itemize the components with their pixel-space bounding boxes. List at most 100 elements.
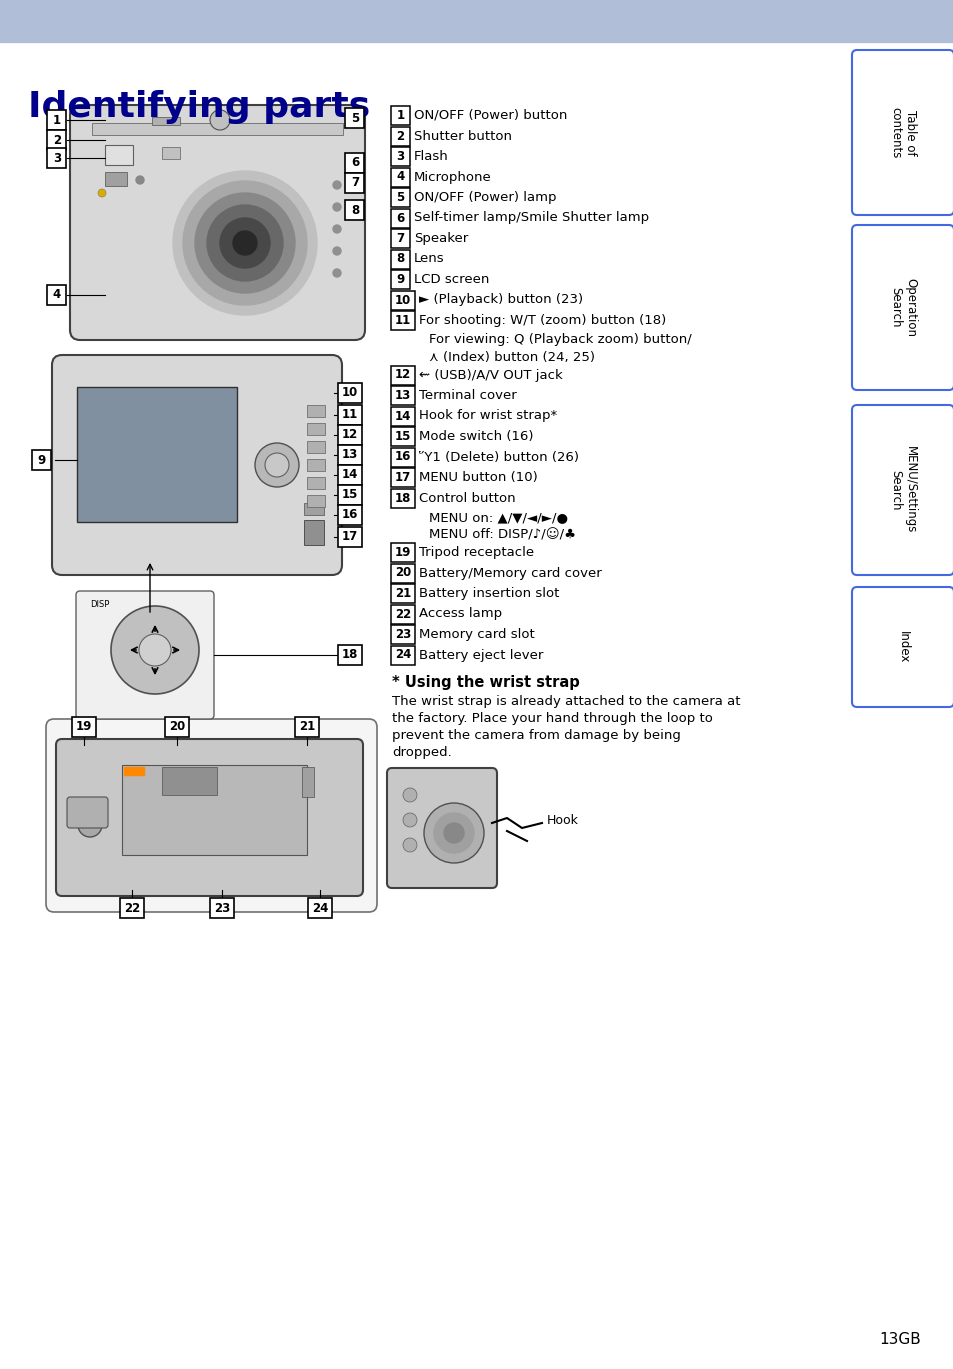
Text: 18: 18 <box>395 491 411 505</box>
FancyBboxPatch shape <box>391 105 410 125</box>
FancyBboxPatch shape <box>851 225 953 390</box>
Text: 20: 20 <box>395 567 411 579</box>
Circle shape <box>98 189 106 197</box>
Bar <box>162 767 216 795</box>
Text: 7: 7 <box>396 231 404 245</box>
FancyBboxPatch shape <box>391 489 415 508</box>
Text: prevent the camera from damage by being: prevent the camera from damage by being <box>392 730 680 742</box>
Text: Hook: Hook <box>546 815 578 827</box>
Text: Ὕ1 (Delete) button (26): Ὕ1 (Delete) button (26) <box>418 450 578 464</box>
FancyBboxPatch shape <box>391 605 415 623</box>
FancyBboxPatch shape <box>337 424 361 445</box>
FancyBboxPatch shape <box>294 717 318 737</box>
FancyBboxPatch shape <box>345 200 364 220</box>
Text: 22: 22 <box>395 608 411 620</box>
Text: MENU button (10): MENU button (10) <box>418 471 537 485</box>
FancyBboxPatch shape <box>76 591 213 719</box>
Circle shape <box>139 634 171 665</box>
FancyBboxPatch shape <box>391 646 415 664</box>
Text: Self-timer lamp/Smile Shutter lamp: Self-timer lamp/Smile Shutter lamp <box>414 211 648 225</box>
Text: 1: 1 <box>52 114 61 126</box>
Text: ON/OFF (Power) lamp: ON/OFF (Power) lamp <box>414 192 556 204</box>
Bar <box>152 116 180 125</box>
FancyBboxPatch shape <box>391 564 415 582</box>
Bar <box>105 145 132 166</box>
FancyBboxPatch shape <box>345 153 364 172</box>
Text: 18: 18 <box>341 649 357 661</box>
Text: 10: 10 <box>341 386 357 400</box>
FancyBboxPatch shape <box>32 450 51 470</box>
FancyBboxPatch shape <box>391 167 410 186</box>
Text: 16: 16 <box>341 508 357 522</box>
Text: 16: 16 <box>395 450 411 464</box>
Circle shape <box>402 813 416 827</box>
Text: 13GB: 13GB <box>879 1332 920 1347</box>
FancyBboxPatch shape <box>391 585 415 602</box>
Text: ► (Playback) button (23): ► (Playback) button (23) <box>418 293 582 307</box>
Bar <box>77 387 236 522</box>
Text: 12: 12 <box>341 428 357 441</box>
Circle shape <box>210 110 230 130</box>
FancyBboxPatch shape <box>337 645 361 665</box>
FancyBboxPatch shape <box>391 311 415 330</box>
Text: 3: 3 <box>396 151 404 163</box>
Text: MENU on: ▲/▼/◄/►/●: MENU on: ▲/▼/◄/►/● <box>429 511 567 524</box>
Bar <box>162 146 180 159</box>
Circle shape <box>207 205 283 281</box>
Text: 9: 9 <box>38 453 46 467</box>
Text: 6: 6 <box>395 211 404 225</box>
Circle shape <box>402 789 416 802</box>
FancyBboxPatch shape <box>337 485 361 505</box>
Text: * Using the wrist strap: * Using the wrist strap <box>392 675 579 690</box>
Circle shape <box>172 171 316 315</box>
Text: Battery eject lever: Battery eject lever <box>418 649 543 661</box>
Bar <box>307 405 325 418</box>
Text: dropped.: dropped. <box>392 746 452 758</box>
FancyBboxPatch shape <box>48 148 67 168</box>
Bar <box>307 476 325 489</box>
Text: MENU/Settings
Search: MENU/Settings Search <box>888 446 916 534</box>
Text: Speaker: Speaker <box>414 231 468 245</box>
Text: 8: 8 <box>395 252 404 266</box>
FancyBboxPatch shape <box>67 797 108 828</box>
FancyBboxPatch shape <box>391 448 415 467</box>
FancyBboxPatch shape <box>345 108 364 127</box>
FancyBboxPatch shape <box>387 768 497 888</box>
Bar <box>307 459 325 471</box>
FancyBboxPatch shape <box>308 898 332 919</box>
Bar <box>307 441 325 453</box>
Bar <box>0 0 953 42</box>
FancyBboxPatch shape <box>70 105 365 340</box>
Circle shape <box>194 193 294 293</box>
Text: 15: 15 <box>341 489 357 501</box>
Bar <box>307 423 325 435</box>
Text: 17: 17 <box>341 531 357 543</box>
FancyBboxPatch shape <box>391 290 415 309</box>
Text: 24: 24 <box>395 649 411 661</box>
Text: Control button: Control button <box>418 491 515 505</box>
Bar <box>302 767 314 797</box>
FancyBboxPatch shape <box>337 465 361 485</box>
Circle shape <box>443 823 463 843</box>
Text: 14: 14 <box>341 468 357 482</box>
Text: For viewing: Q (Playback zoom) button/: For viewing: Q (Playback zoom) button/ <box>429 334 691 346</box>
Text: ON/OFF (Power) button: ON/OFF (Power) button <box>414 110 567 122</box>
Text: 4: 4 <box>395 171 404 183</box>
FancyBboxPatch shape <box>391 188 410 207</box>
Circle shape <box>423 804 483 862</box>
Text: Memory card slot: Memory card slot <box>418 628 535 641</box>
FancyBboxPatch shape <box>391 468 415 487</box>
FancyBboxPatch shape <box>337 445 361 465</box>
FancyBboxPatch shape <box>391 366 415 385</box>
Text: 24: 24 <box>312 902 328 914</box>
Text: 13: 13 <box>341 449 357 461</box>
Text: Tripod receptacle: Tripod receptacle <box>418 546 534 559</box>
Text: Microphone: Microphone <box>414 171 491 183</box>
Text: 3: 3 <box>52 152 61 164</box>
FancyBboxPatch shape <box>46 719 376 912</box>
FancyBboxPatch shape <box>391 126 410 145</box>
Bar <box>304 502 324 515</box>
FancyBboxPatch shape <box>56 739 363 895</box>
Text: For shooting: W/T (zoom) button (18): For shooting: W/T (zoom) button (18) <box>418 314 665 327</box>
Text: 5: 5 <box>395 192 404 204</box>
